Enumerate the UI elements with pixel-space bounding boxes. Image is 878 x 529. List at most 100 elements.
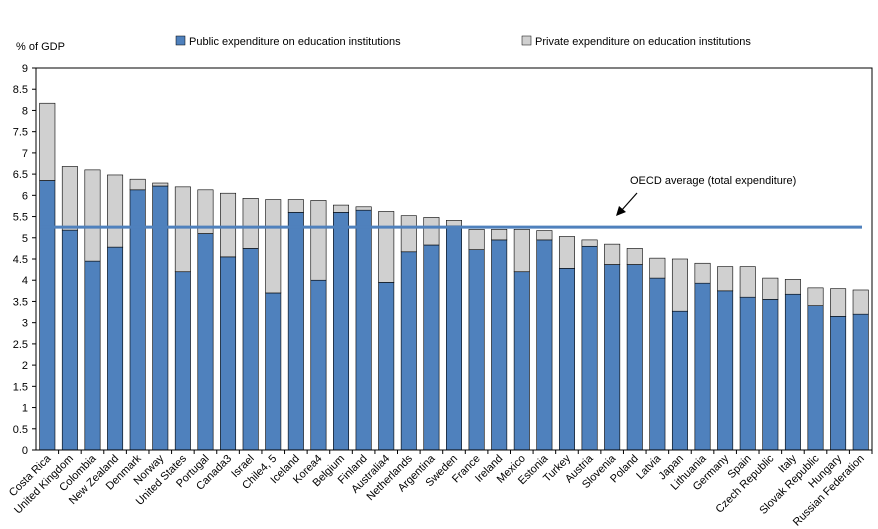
bar-private xyxy=(152,182,169,187)
bar-private xyxy=(333,204,350,213)
bar-public xyxy=(287,212,304,451)
y-tick-label: 7.5 xyxy=(13,127,28,139)
bar-public xyxy=(671,310,688,451)
bar-public xyxy=(61,229,78,451)
bar-private xyxy=(852,289,869,315)
bars xyxy=(39,102,869,451)
y-tick-label: 5 xyxy=(22,233,28,245)
bar-public xyxy=(739,296,756,451)
bar-private xyxy=(378,211,395,283)
bar-private xyxy=(513,228,530,273)
bar-private xyxy=(355,206,372,211)
bar-public xyxy=(717,290,734,451)
y-tick-label: 1.5 xyxy=(13,381,28,393)
bar-private xyxy=(129,178,146,191)
legend-swatch-public xyxy=(175,35,186,46)
bar-private xyxy=(220,192,237,258)
bar-private xyxy=(784,279,801,295)
bar-public xyxy=(378,282,395,451)
bar-public xyxy=(242,248,259,451)
bar-private xyxy=(558,236,575,269)
bar-private xyxy=(762,277,779,300)
bar-private xyxy=(400,215,417,253)
bar-public xyxy=(784,293,801,451)
bar-public xyxy=(830,315,847,451)
y-tick-label: 3.5 xyxy=(13,296,28,308)
y-tick-label: 4.5 xyxy=(13,254,28,266)
bar-private xyxy=(491,228,508,241)
y-tick-label: 0.5 xyxy=(13,424,28,436)
y-tick-label: 1 xyxy=(22,403,28,415)
bar-private xyxy=(265,199,282,294)
y-tick-label: 2.5 xyxy=(13,339,28,351)
oecd-average-label: OECD average (total expenditure) xyxy=(630,175,796,187)
bar-public xyxy=(604,264,621,451)
y-axis-label: % of GDP xyxy=(16,41,65,53)
bar-private xyxy=(423,217,440,246)
y-axis: 0 0.5 1 1.5 2 2.5 3 3.5 4 4.5 5 5.5 6 6.5 7 7.5 8 8.5 9 xyxy=(13,63,36,457)
bar-public xyxy=(197,233,214,451)
bar-private xyxy=(310,200,327,281)
legend-label-private: Private expenditure on education institu… xyxy=(535,36,751,48)
y-tick-label: 2 xyxy=(22,360,28,372)
bar-public xyxy=(694,282,711,451)
bar-public xyxy=(39,180,56,451)
bar-private xyxy=(61,166,78,231)
y-tick-label: 0 xyxy=(22,445,28,457)
bar-private xyxy=(287,199,304,213)
bar-private xyxy=(649,257,666,279)
y-tick-label: 7 xyxy=(22,148,28,160)
y-tick-label: 5.5 xyxy=(13,212,28,224)
bar-private xyxy=(694,262,711,284)
bar-public xyxy=(536,239,553,451)
plot-frame xyxy=(35,67,873,451)
y-tick-label: 9 xyxy=(22,63,28,75)
bar-public xyxy=(468,249,485,451)
bar-public xyxy=(310,279,327,451)
bar-private xyxy=(84,169,101,262)
bar-public xyxy=(491,239,508,451)
bar-public xyxy=(649,277,666,451)
bar-public xyxy=(220,256,237,451)
bar-public xyxy=(558,268,575,451)
bar-public xyxy=(513,271,530,451)
y-tick-label: 3 xyxy=(22,318,28,330)
bar-public xyxy=(581,245,598,451)
bar-private xyxy=(807,287,824,306)
y-tick-label: 4 xyxy=(22,275,28,287)
oecd-average-reference: OECD average (total expenditure) xyxy=(40,175,862,229)
bar-private xyxy=(39,102,56,181)
bar-public xyxy=(423,244,440,451)
bar-public xyxy=(174,271,191,451)
bar-public xyxy=(333,212,350,451)
bar-private xyxy=(739,266,756,298)
bar-private xyxy=(446,220,462,227)
y-tick-label: 6 xyxy=(22,190,28,202)
bar-public xyxy=(84,260,101,451)
bar-private xyxy=(197,189,214,234)
bar-public xyxy=(446,225,462,451)
bar-public xyxy=(107,246,124,451)
bar-private xyxy=(174,186,191,273)
y-tick-label: 8 xyxy=(22,105,28,117)
bar-private xyxy=(242,198,259,249)
annotation-arrow-line xyxy=(620,192,638,212)
bar-private xyxy=(536,230,553,241)
bar-public xyxy=(762,299,779,451)
bar-private xyxy=(671,258,688,312)
legend-swatch-private xyxy=(521,35,532,46)
annotation-arrow-head xyxy=(616,206,626,216)
bar-public xyxy=(626,264,643,451)
bar-private xyxy=(626,248,643,265)
bar-private xyxy=(717,266,734,292)
bar-private xyxy=(581,239,598,247)
y-tick-label: 8.5 xyxy=(13,84,28,96)
bar-private xyxy=(107,174,124,248)
bar-public xyxy=(152,185,169,451)
bar-public xyxy=(400,251,417,451)
bar-private xyxy=(830,288,847,317)
y-tick-label: 6.5 xyxy=(13,169,28,181)
legend-label-public: Public expenditure on education institut… xyxy=(189,36,401,48)
